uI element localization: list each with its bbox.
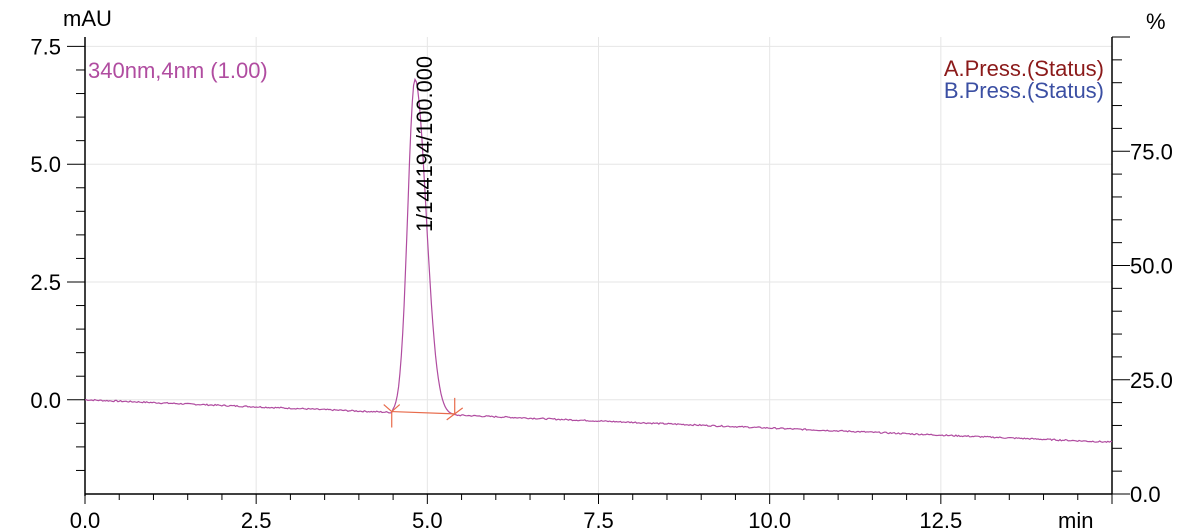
x-tick-label: 2.5 <box>241 508 272 531</box>
right-tick-label: 0.0 <box>1130 482 1161 507</box>
y-tick-label: 0.0 <box>30 388 61 413</box>
x-tick-label: 0.0 <box>70 508 101 531</box>
left-axis-unit: mAU <box>63 6 112 31</box>
annotations: 340nm,4nm (1.00) A.Press.(Status)B.Press.… <box>88 56 1104 428</box>
traces <box>84 77 1113 444</box>
x-tick-label: 10.0 <box>748 508 791 531</box>
right-tick-label: 25.0 <box>1130 368 1173 393</box>
peak-annotation: 1/144194/100.000 <box>412 56 437 232</box>
peak-end-marker <box>446 397 464 421</box>
peak-start-marker <box>383 404 401 428</box>
right-tick-label: 50.0 <box>1130 254 1173 279</box>
integration-baseline <box>391 410 455 415</box>
trace-label: 340nm,4nm (1.00) <box>88 58 268 83</box>
y-tick-label: 7.5 <box>30 34 61 59</box>
y-tick-label: 5.0 <box>30 152 61 177</box>
right-axis-unit: % <box>1146 9 1166 34</box>
y-tick-label: 2.5 <box>30 270 61 295</box>
right-tick-label: 75.0 <box>1130 139 1173 164</box>
x-tick-label: 7.5 <box>583 508 614 531</box>
tick-marks <box>67 36 1130 504</box>
trace-340nm <box>84 77 1113 444</box>
x-axis-unit: min <box>1058 508 1093 531</box>
x-tick-label: 12.5 <box>919 508 962 531</box>
x-tick-label: 5.0 <box>412 508 443 531</box>
legend-entry: A.Press.(Status) <box>944 56 1104 81</box>
legend-entry: B.Press.(Status) <box>944 78 1104 103</box>
tick-labels: 7.5 5.0 2.5 0.0 0.0 2.5 5.0 7.5 10.0 12.5 75.0 50.0… <box>30 6 1172 531</box>
grid-lines <box>85 37 1112 494</box>
